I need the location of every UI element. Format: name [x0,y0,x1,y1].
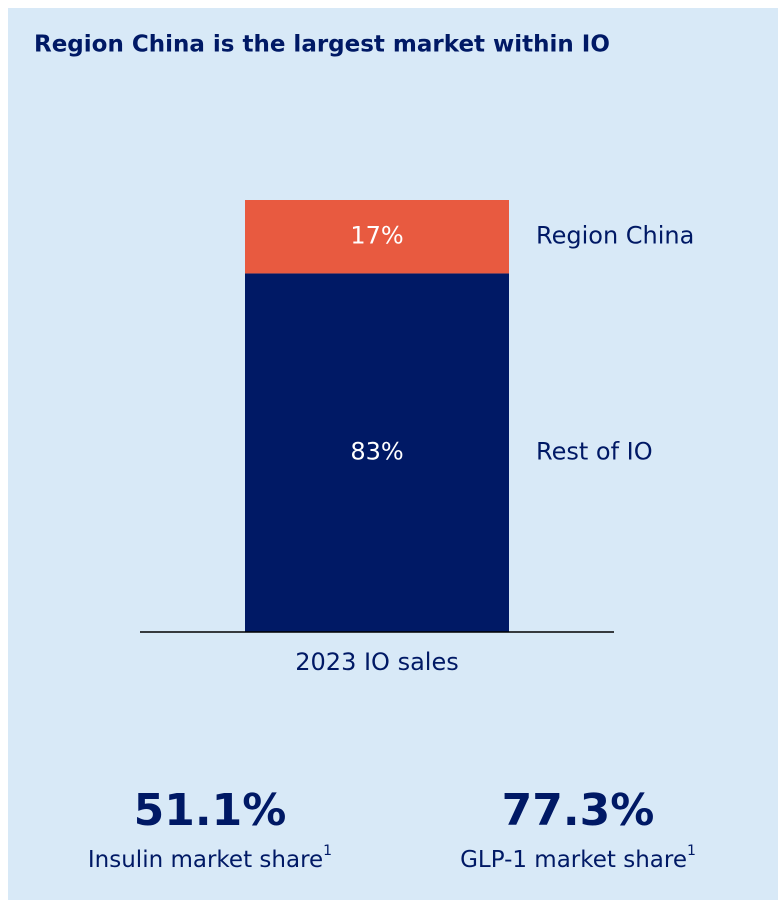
stat-label: Insulin market share1 [88,843,332,873]
stat-label-text: Insulin market share [88,847,323,873]
data-label: 83% [350,438,403,466]
footnote-mark: 1 [687,843,696,859]
legend-label: Region China [536,222,694,250]
stat-value: 77.3% [502,785,655,836]
x-tick-label: 2023 IO sales [295,648,458,676]
legend-label: Rest of IO [536,438,653,466]
data-label: 17% [350,222,403,250]
stat-value: 51.1% [134,785,287,836]
stat-label: GLP-1 market share1 [460,843,696,873]
chart-title: Region China is the largest market withi… [34,32,610,58]
footnote-mark: 1 [323,843,332,859]
bar-segment [245,200,509,274]
bar-segment [245,273,509,632]
stat-label-text: GLP-1 market share [460,847,687,873]
